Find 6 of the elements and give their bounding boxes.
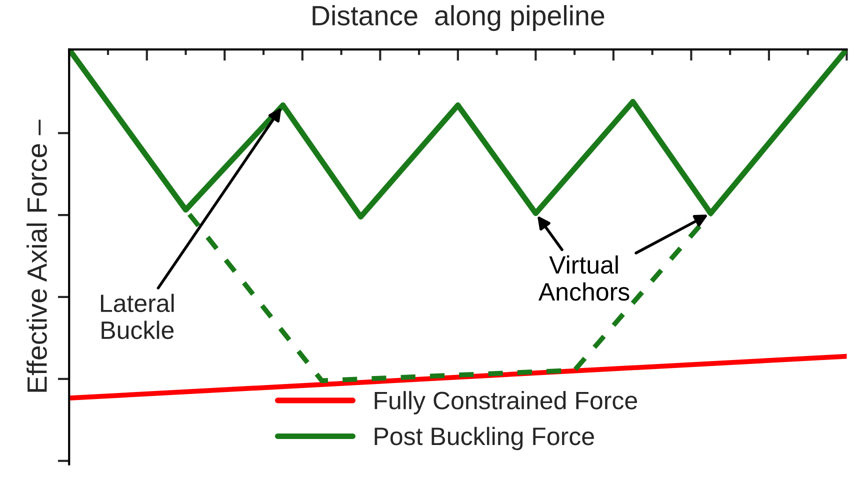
annotation: Lateral Buckle — [100, 294, 174, 340]
annotation: Virtual Anchors — [538, 255, 630, 301]
legend-label: Fully Constrained Force — [374, 391, 638, 414]
y-axis-title: Effective Axial Force – — [26, 120, 47, 392]
x-axis-title: Distance along pipeline — [312, 5, 604, 31]
legend-label: Post Buckling Force — [374, 426, 594, 450]
